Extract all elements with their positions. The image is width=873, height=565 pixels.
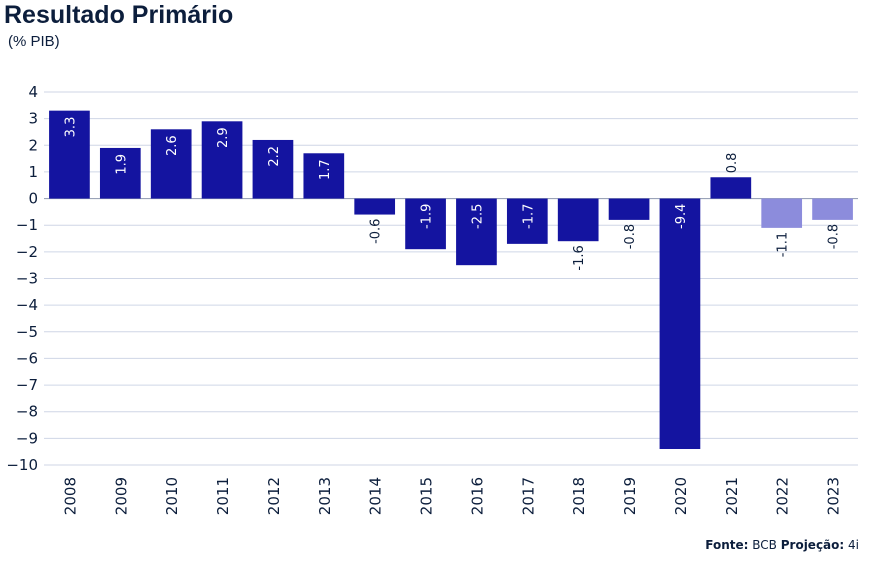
projection-value: 4i — [848, 538, 859, 552]
data-label-2016: -2.5 — [470, 204, 485, 229]
grid-lines — [44, 91, 858, 466]
bar-2017 — [506, 198, 548, 244]
data-label-2008: 3.3 — [63, 117, 78, 138]
bar-2022 — [761, 198, 803, 228]
source-label: Fonte: — [705, 538, 749, 552]
bar-2011 — [201, 121, 243, 199]
y-tick-label: −10 — [6, 456, 38, 474]
y-tick-label: 3 — [28, 110, 38, 128]
y-tick-label: −5 — [16, 323, 38, 341]
bar-2010 — [150, 129, 192, 199]
bar-2015 — [405, 198, 446, 250]
chart-title: Resultado Primário — [4, 1, 234, 29]
data-label-2020: -9.4 — [674, 204, 689, 229]
y-tick-label: −1 — [16, 216, 38, 234]
y-tick-label: −9 — [16, 429, 38, 447]
y-tick-label: 1 — [28, 163, 38, 181]
y-tick-label: −4 — [16, 296, 38, 314]
data-label-2019: -0.8 — [623, 224, 638, 249]
x-tick-label-2018: 2018 — [570, 477, 588, 515]
bar-2018 — [557, 198, 599, 242]
x-tick-label-2012: 2012 — [265, 477, 283, 515]
x-tick-label-2013: 2013 — [316, 477, 334, 515]
bar-2020 — [659, 198, 701, 450]
data-label-2010: 2.6 — [165, 135, 180, 156]
x-tick-label-2015: 2015 — [418, 477, 436, 515]
data-label-2009: 1.9 — [114, 154, 129, 175]
bar-2009 — [99, 147, 141, 199]
data-labels: 3.3 1.9 2.6 2.9 2.2 1.7 -0.6 -1.9 -2.5 -1.7 -1.6 -0… — [63, 117, 841, 271]
x-tick-label-2022: 2022 — [774, 477, 792, 515]
bars — [49, 110, 853, 450]
projection-label: Projeção: — [780, 538, 845, 552]
x-tick-label-2014: 2014 — [367, 477, 385, 515]
bar-2008 — [49, 110, 90, 199]
y-tick-label: 2 — [28, 136, 38, 154]
x-tick-label-2017: 2017 — [519, 477, 537, 515]
x-tick-label-2009: 2009 — [112, 477, 130, 515]
y-tick-label: −2 — [16, 243, 38, 261]
data-label-2022: -1.1 — [776, 232, 791, 257]
y-tick-label: −7 — [16, 376, 38, 394]
data-label-2014: -0.6 — [369, 219, 384, 244]
x-tick-label-2011: 2011 — [214, 477, 232, 515]
x-axis-ticks: 2008 2009 2010 2011 2012 2013 2014 2015 2016 2017… — [61, 477, 842, 515]
y-tick-label: 0 — [28, 190, 38, 208]
chart-subtitle: (% PIB) — [8, 33, 60, 50]
data-label-2012: 2.2 — [267, 146, 282, 167]
bar-2012 — [252, 139, 294, 199]
x-tick-label-2010: 2010 — [163, 477, 181, 515]
y-tick-label: −3 — [16, 270, 38, 288]
bar-2021 — [710, 177, 752, 199]
y-tick-label: −6 — [16, 349, 38, 367]
bar-2013 — [303, 153, 345, 199]
data-label-2023: -0.8 — [827, 224, 842, 249]
source-value: BCB — [752, 538, 777, 552]
y-axis-ticks: 4 3 2 1 0 −1 −2 −3 −4 −5 −6 −7 −8 −9 −10 — [6, 83, 38, 474]
x-tick-label-2021: 2021 — [723, 477, 741, 515]
x-tick-label-2016: 2016 — [468, 477, 486, 515]
x-tick-label-2008: 2008 — [61, 477, 79, 515]
data-label-2018: -1.6 — [572, 245, 587, 270]
data-label-2011: 2.9 — [216, 127, 231, 148]
data-label-2015: -1.9 — [420, 204, 435, 229]
bar-2016 — [456, 198, 497, 266]
source-note: Fonte: BCB Projeção: 4i — [705, 538, 859, 552]
bar-2014 — [354, 198, 396, 215]
bar-2023 — [812, 198, 853, 220]
data-label-2013: 1.7 — [318, 159, 333, 180]
bar-2019 — [608, 198, 650, 220]
data-label-2021: 0.8 — [725, 153, 740, 174]
x-tick-label-2020: 2020 — [672, 477, 690, 515]
data-label-2017: -1.7 — [521, 204, 536, 229]
y-tick-label: 4 — [28, 83, 38, 101]
x-tick-label-2019: 2019 — [621, 477, 639, 515]
x-tick-label-2023: 2023 — [825, 477, 843, 515]
y-tick-label: −8 — [16, 403, 38, 421]
